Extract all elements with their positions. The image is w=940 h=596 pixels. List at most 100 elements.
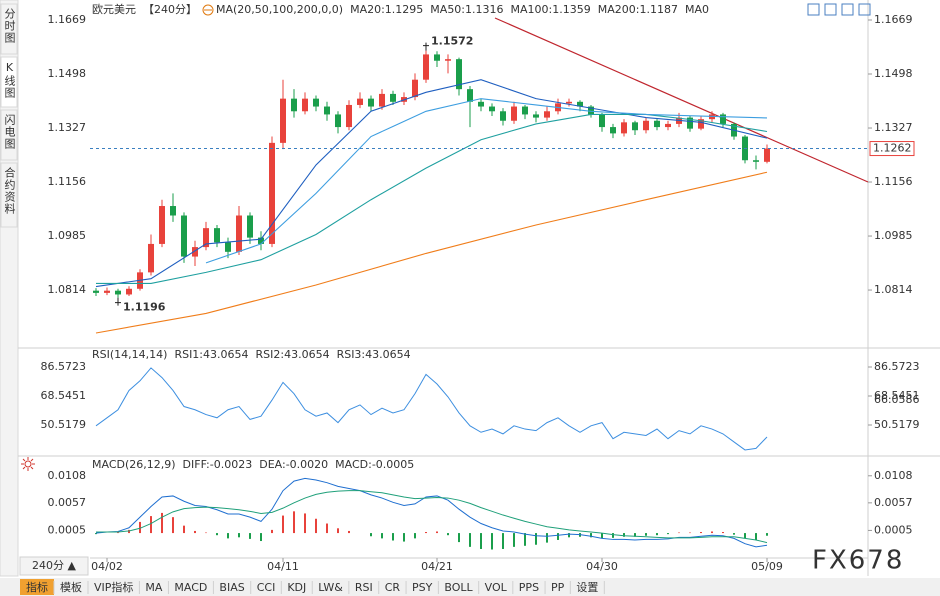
toolbar-item[interactable]: 指标 xyxy=(26,580,48,594)
candle-body xyxy=(302,98,308,112)
candle-body xyxy=(566,101,572,104)
legend-item: DIFF:-0.0023 xyxy=(183,458,253,471)
toolbar-item[interactable]: MA xyxy=(145,581,162,594)
candle-body xyxy=(423,54,429,80)
candle-body xyxy=(170,206,176,216)
candle-body xyxy=(445,59,451,61)
candle-body xyxy=(500,111,506,121)
candle-body xyxy=(159,206,165,244)
candle-body xyxy=(269,142,275,244)
button[interactable] xyxy=(858,3,871,16)
candle-body xyxy=(104,290,110,293)
ma-line xyxy=(205,98,768,264)
candle-body xyxy=(621,122,627,134)
toolbar-item[interactable]: LW& xyxy=(318,581,343,594)
candle-body xyxy=(764,148,770,162)
button[interactable] xyxy=(841,3,854,16)
candle-body xyxy=(203,228,209,248)
candle-body xyxy=(588,106,594,115)
candle-body xyxy=(665,123,671,128)
period-button[interactable] xyxy=(19,556,89,576)
last-price-label: 1.1262 xyxy=(873,142,912,155)
candle-body xyxy=(456,59,462,90)
sidebar-tab[interactable] xyxy=(0,3,18,55)
period-button-label[interactable]: 240分 ▲ xyxy=(32,559,76,572)
period-icon[interactable] xyxy=(202,4,214,16)
toolbar-item[interactable]: RSI xyxy=(355,581,373,594)
sidebar-tab-label[interactable]: 分时图 xyxy=(3,8,16,44)
candle-body xyxy=(654,120,660,128)
toolbar-item[interactable]: MACD xyxy=(174,581,207,594)
y-tick-label: 1.0985 xyxy=(48,229,87,242)
y-tick-label: 1.1669 xyxy=(874,13,913,26)
candle-body xyxy=(247,215,253,238)
y-tick-label: 1.0985 xyxy=(874,229,913,242)
candle-body xyxy=(489,106,495,112)
toolbar-item[interactable]: 模板 xyxy=(60,580,82,594)
candle-body xyxy=(192,247,198,257)
candle-body xyxy=(93,290,99,293)
toolbar-item[interactable]: VIP指标 xyxy=(94,580,133,594)
candle-body xyxy=(148,243,154,273)
sidebar-tab[interactable] xyxy=(0,109,18,161)
toolbar-item[interactable]: VOL xyxy=(485,581,508,594)
y-tick-label: 1.1498 xyxy=(874,67,913,80)
candle-body xyxy=(236,215,242,252)
toolbar-item[interactable]: PP xyxy=(551,581,565,594)
candle-body xyxy=(181,215,187,257)
legend-item: MACD(26,12,9) xyxy=(92,458,176,471)
low-label: 1.1196 xyxy=(123,301,166,314)
candle-body xyxy=(610,127,616,134)
y-tick-label: 1.1156 xyxy=(48,175,87,188)
legend-item: RSI(14,14,14) xyxy=(92,348,167,361)
candle-body xyxy=(511,106,517,121)
button[interactable] xyxy=(807,3,820,16)
candle-body xyxy=(522,106,528,115)
candle-body xyxy=(335,114,341,128)
candle-body xyxy=(434,54,440,61)
y-tick-label: 86.5723 xyxy=(41,360,87,373)
candle-body xyxy=(720,114,726,124)
legend-item: RSI3:43.0654 xyxy=(337,348,411,361)
button[interactable] xyxy=(824,3,837,16)
rsi-marker-label: 66.0586 xyxy=(874,393,920,406)
toolbar-item[interactable]: BIAS xyxy=(219,581,244,594)
sidebar-tab-label[interactable]: K线图 xyxy=(3,61,16,99)
toolbar-item[interactable]: CR xyxy=(385,581,401,594)
legend-item: MA200:1.1187 xyxy=(598,3,678,16)
high-marker xyxy=(423,42,429,51)
candle-body xyxy=(478,101,484,107)
sidebar-tab[interactable] xyxy=(0,56,18,108)
sidebar-tab[interactable] xyxy=(0,162,18,228)
candle-body xyxy=(324,106,330,115)
legend-item: MA20:1.1295 xyxy=(350,3,423,16)
x-tick-label: 04/11 xyxy=(267,560,299,573)
candle-body xyxy=(214,228,220,243)
candle-body xyxy=(412,79,418,98)
y-tick-label: 0.0108 xyxy=(48,469,87,482)
y-tick-label: 68.5451 xyxy=(41,389,87,402)
toolbar-item[interactable]: 设置 xyxy=(576,581,598,594)
candle-body xyxy=(632,122,638,131)
toolbar-active xyxy=(20,579,54,595)
y-tick-label: 1.1327 xyxy=(874,121,913,134)
toolbar-item[interactable]: CCI xyxy=(257,581,276,594)
macd-line xyxy=(96,490,768,544)
y-tick-label: 0.0108 xyxy=(874,469,913,482)
last-price-box xyxy=(869,141,915,157)
toolbar-item[interactable]: BOLL xyxy=(444,581,473,594)
toolbar-item[interactable]: KDJ xyxy=(287,581,306,594)
toolbar-item[interactable]: PSY xyxy=(412,581,433,594)
toolbar xyxy=(0,578,940,596)
sidebar-tab-label[interactable]: 合约资料 xyxy=(3,166,16,215)
candle-body xyxy=(368,98,374,107)
sidebar-tab-label[interactable]: 闪电图 xyxy=(3,113,16,150)
toolbar-item[interactable]: PPS xyxy=(519,581,539,594)
candle-body xyxy=(346,104,352,128)
legend-item: DEA:-0.0020 xyxy=(259,458,328,471)
rsi-line xyxy=(95,367,768,451)
trend-line xyxy=(494,17,869,183)
y-tick-label: 0.0057 xyxy=(48,496,87,509)
